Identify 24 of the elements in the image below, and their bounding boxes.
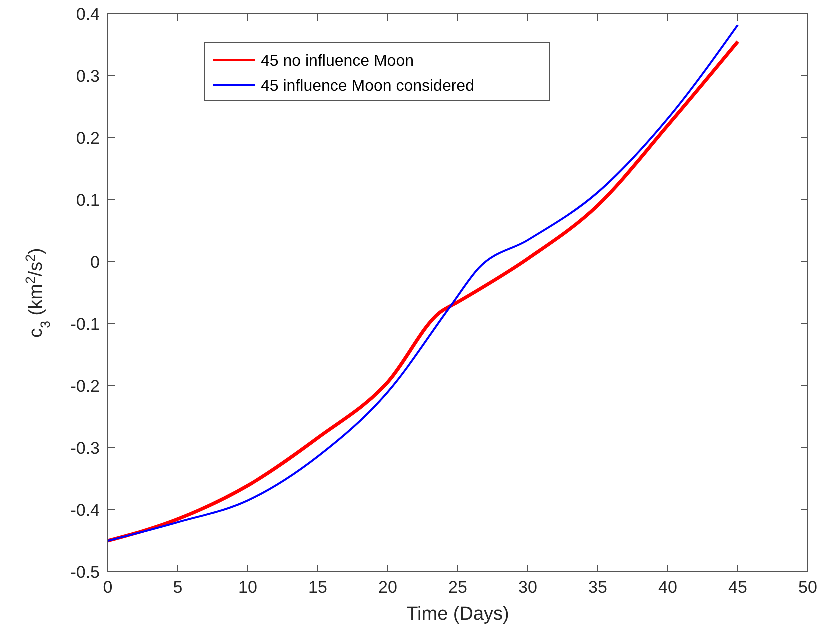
legend-label: 45 no influence Moon — [261, 53, 414, 70]
x-tick-label: 45 — [728, 578, 748, 597]
x-axis-title: Time (Days) — [406, 604, 510, 625]
x-tick-label: 10 — [238, 578, 258, 597]
y-tick-label: 0.4 — [76, 5, 100, 24]
x-tick-label: 15 — [308, 578, 328, 597]
x-tick-label: 5 — [173, 578, 183, 597]
x-tick-label: 20 — [378, 578, 398, 597]
x-tick-label: 50 — [798, 578, 818, 597]
y-tick-label: -0.1 — [70, 315, 100, 334]
y-tick-label: 0.1 — [76, 191, 100, 210]
x-tick-label: 25 — [448, 578, 468, 597]
legend-label: 45 influence Moon considered — [261, 78, 474, 95]
y-tick-label: 0.2 — [76, 129, 100, 148]
x-tick-label: 40 — [658, 578, 678, 597]
y-tick-label: -0.5 — [70, 563, 100, 582]
x-tick-label: 35 — [588, 578, 608, 597]
y-tick-label: -0.3 — [70, 439, 100, 458]
x-tick-label: 30 — [518, 578, 538, 597]
y-tick-label: -0.2 — [70, 377, 100, 396]
y-tick-label: -0.4 — [70, 501, 100, 520]
x-tick-label: 0 — [103, 578, 113, 597]
y-tick-label: 0.3 — [76, 67, 100, 86]
y-tick-label: 0 — [90, 253, 100, 272]
